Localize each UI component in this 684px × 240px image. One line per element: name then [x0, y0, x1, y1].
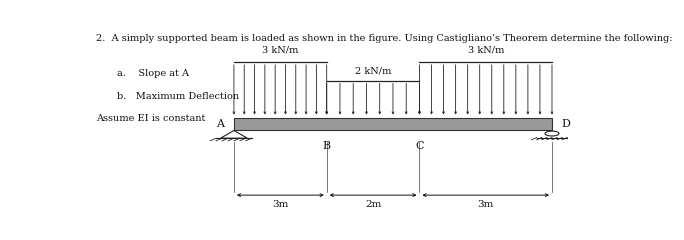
Text: D: D	[562, 119, 570, 129]
Text: Assume EI is constant: Assume EI is constant	[96, 114, 205, 123]
Text: C: C	[415, 141, 423, 151]
Text: 3 kN/m: 3 kN/m	[262, 46, 298, 55]
Text: 3m: 3m	[272, 200, 289, 209]
Text: 2 kN/m: 2 kN/m	[355, 66, 391, 75]
Text: b.   Maximum Deflection: b. Maximum Deflection	[118, 92, 239, 101]
Text: a.    Slope at A: a. Slope at A	[118, 69, 189, 78]
Text: 2m: 2m	[365, 200, 381, 209]
Text: A: A	[216, 119, 224, 129]
Text: B: B	[323, 141, 331, 151]
Text: 3 kN/m: 3 kN/m	[468, 46, 504, 55]
Text: 3m: 3m	[477, 200, 494, 209]
Bar	[234, 118, 552, 131]
Text: 2.  A simply supported beam is loaded as shown in the figure. Using Castigliano’: 2. A simply supported beam is loaded as …	[96, 34, 672, 43]
